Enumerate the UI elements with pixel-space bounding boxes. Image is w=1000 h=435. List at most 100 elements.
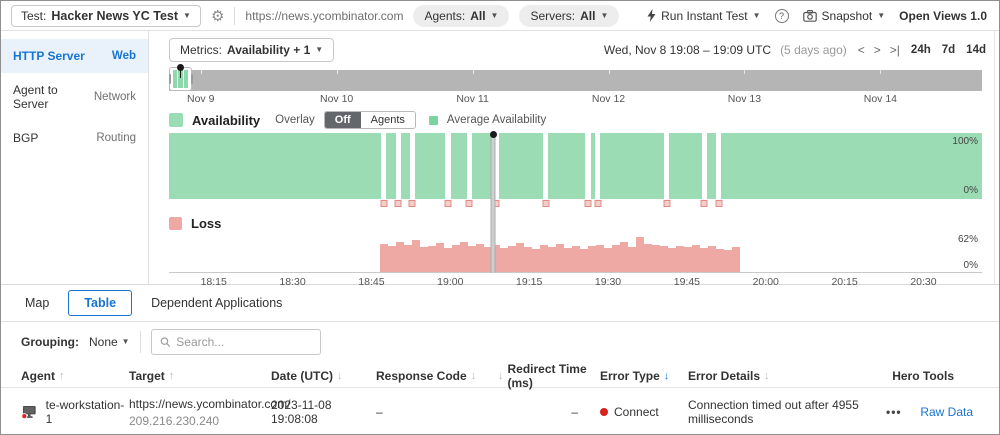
sort-asc-icon: ↑ xyxy=(168,370,175,382)
agents-value: All xyxy=(470,8,486,23)
availability-outage-gap xyxy=(466,133,472,199)
tab-table[interactable]: Table xyxy=(68,290,133,316)
chevron-down-icon: ▼ xyxy=(121,337,130,346)
loss-chart[interactable]: 62% 0% xyxy=(169,233,982,273)
tab-map[interactable]: Map xyxy=(25,296,50,310)
availability-outage-gap xyxy=(664,133,670,199)
nav-latest-icon[interactable]: >| xyxy=(889,43,900,57)
search-input[interactable] xyxy=(176,335,312,349)
loss-bar xyxy=(732,246,741,272)
outage-marker[interactable] xyxy=(408,200,416,207)
divider xyxy=(234,6,236,25)
availability-chart[interactable]: 100% 0% xyxy=(169,133,982,199)
metrics-selector[interactable]: Metrics: Availability + 1 ▼ xyxy=(169,38,335,62)
servers-filter[interactable]: Servers: All ▼ xyxy=(519,4,620,27)
timeline-overview[interactable] xyxy=(169,64,982,91)
loss-bar xyxy=(380,244,389,272)
range-button-24h[interactable]: 24h xyxy=(910,44,931,56)
loss-bar xyxy=(572,245,581,272)
camera-icon xyxy=(802,9,817,22)
sort-asc-icon: ↑ xyxy=(59,370,65,382)
metrics-label: Metrics: xyxy=(180,43,222,57)
raw-data-link[interactable]: Raw Data xyxy=(920,405,973,419)
outage-marker[interactable] xyxy=(465,200,473,207)
chevron-down-icon: ▼ xyxy=(877,10,886,20)
column-header-error-type[interactable]: Error Type ↓ xyxy=(588,369,676,383)
help-icon[interactable]: ? xyxy=(774,8,789,23)
run-instant-test-button[interactable]: Run Instant Test ▼ xyxy=(647,9,761,23)
timeline-day-tick xyxy=(744,70,746,74)
brush-handle-left[interactable] xyxy=(169,74,171,84)
table-row[interactable]: te-workstation-1 https://news.ycombinato… xyxy=(1,387,999,434)
loss-bar xyxy=(604,247,613,272)
tab-dependent-applications[interactable]: Dependent Applications xyxy=(151,296,283,310)
outage-marker[interactable] xyxy=(380,200,388,207)
snapshot-button[interactable]: Snapshot ▼ xyxy=(802,9,886,23)
sidebar-item-bgp[interactable]: BGP Routing xyxy=(1,121,148,155)
date-cell: 2023-11-08 19:08:08 xyxy=(271,398,332,426)
column-header-agent[interactable]: Agent ↑ xyxy=(21,369,129,383)
redirect-time-cell: – xyxy=(571,405,578,419)
timeline-day-tick xyxy=(200,70,202,74)
outage-marker[interactable] xyxy=(700,200,708,207)
sidebar-item-agent-to-server[interactable]: Agent to Server Network xyxy=(1,73,148,121)
outage-marker[interactable] xyxy=(394,200,402,207)
outage-marker[interactable] xyxy=(584,200,592,207)
nav-previous-icon[interactable]: < xyxy=(857,43,865,57)
test-url: https://news.ycombinator.com xyxy=(245,8,404,23)
outage-marker[interactable] xyxy=(594,200,602,207)
overlay-toggle-off[interactable]: Off xyxy=(324,112,361,128)
nav-next-icon[interactable]: > xyxy=(873,43,881,57)
loss-bar xyxy=(620,242,629,272)
sidebar-item-http-server[interactable]: HTTP Server Web xyxy=(1,39,148,73)
agents-filter[interactable]: Agents: All ▼ xyxy=(413,4,510,27)
gear-icon[interactable]: ⚙ xyxy=(210,7,225,25)
layer-label: BGP xyxy=(13,131,39,145)
column-header-hero-tools[interactable]: Hero Tools xyxy=(886,369,979,383)
more-actions-button[interactable]: ••• xyxy=(886,405,902,419)
range-button-14d[interactable]: 14d xyxy=(966,44,986,56)
column-header-response-code[interactable]: Response Code ↓ xyxy=(376,369,498,383)
metrics-value: Availability + 1 xyxy=(227,43,311,57)
chevron-down-icon: ▼ xyxy=(752,10,761,20)
timeline-date-label: Nov 14 xyxy=(863,93,898,105)
timeline-pin-icon xyxy=(177,64,184,71)
overlay-toggle: Off Agents xyxy=(323,111,416,129)
timeline-date-label: Nov 9 xyxy=(186,93,215,105)
loss-bar xyxy=(652,245,661,272)
test-layers-sidebar: HTTP Server Web Agent to Server Network BGP R… xyxy=(1,31,149,284)
loss-bar xyxy=(540,245,549,272)
chevron-down-icon: ▼ xyxy=(600,10,609,20)
open-views-button[interactable]: Open Views 1.0 xyxy=(899,8,987,23)
loss-bar xyxy=(708,246,717,272)
time-cursor[interactable] xyxy=(489,131,497,273)
time-axis-label: 19:30 xyxy=(594,276,622,288)
column-header-redirect-time-ms-[interactable]: ↓ Redirect Time (ms) xyxy=(498,362,588,390)
range-button-7d[interactable]: 7d xyxy=(941,44,956,56)
response-code-cell: – xyxy=(376,405,383,419)
column-header-error-details[interactable]: Error Details ↓ xyxy=(676,369,886,383)
time-axis-label: 20:30 xyxy=(910,276,937,288)
overlay-toggle-agents[interactable]: Agents xyxy=(360,112,415,128)
loss-bar xyxy=(484,246,493,272)
outage-marker[interactable] xyxy=(542,200,550,207)
column-header-target[interactable]: Target ↑ xyxy=(129,369,271,383)
loss-bar xyxy=(532,249,541,272)
brush-handle-right[interactable] xyxy=(191,74,193,84)
time-axis-label: 20:00 xyxy=(752,276,779,288)
outage-marker[interactable] xyxy=(663,200,671,207)
test-selector[interactable]: Test: Hacker News YC Test ▼ xyxy=(11,4,201,27)
outage-marker[interactable] xyxy=(715,200,723,207)
date-ago-label: (5 days ago) xyxy=(780,43,847,57)
loss-bars xyxy=(380,233,741,272)
sort-desc-icon: ↓ xyxy=(663,370,670,382)
grouping-selector[interactable]: None ▼ xyxy=(89,335,130,349)
outage-marker[interactable] xyxy=(444,200,452,207)
results-panel: Map Table Dependent Applications Grouping:… xyxy=(1,284,999,434)
column-header-date-utc-[interactable]: Date (UTC) ↓ xyxy=(271,369,376,383)
servers-label: Servers: xyxy=(530,8,576,23)
sort-desc-icon: ↓ xyxy=(470,370,477,382)
loss-bar xyxy=(596,244,605,272)
timeline-day-tick xyxy=(880,70,882,74)
